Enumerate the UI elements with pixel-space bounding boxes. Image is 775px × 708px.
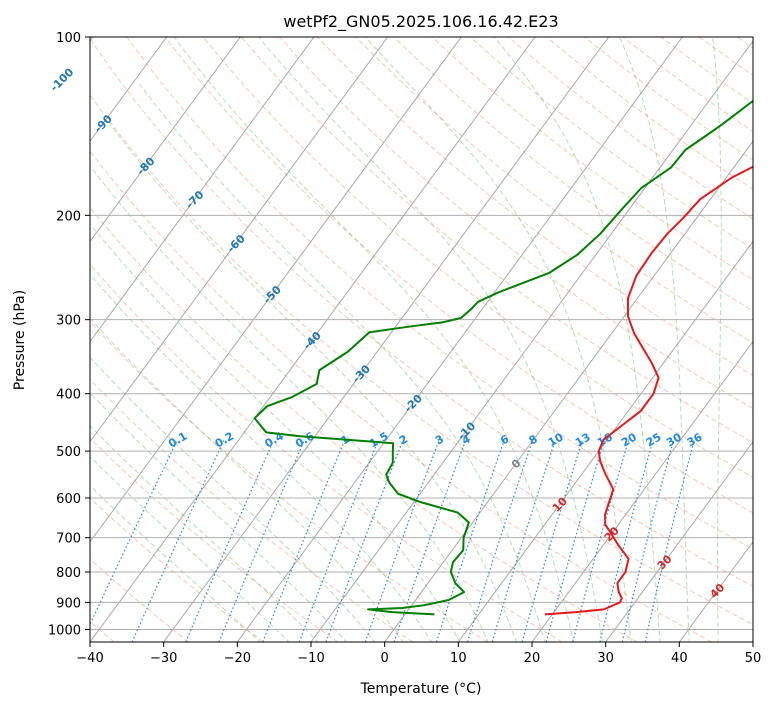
dry-adiabat bbox=[126, 37, 753, 550]
isotherm-line bbox=[605, 440, 753, 642]
y-axis: 100 200 300 400 500 600 700 800 900 1000 bbox=[48, 31, 90, 638]
x-tick-label: 0 bbox=[381, 651, 389, 666]
dry-adiabat bbox=[279, 37, 753, 410]
dry-adiabat bbox=[164, 37, 753, 514]
moist-adiabat bbox=[90, 165, 489, 642]
y-tick-label: 500 bbox=[56, 445, 81, 460]
x-tick-label: 20 bbox=[524, 651, 541, 666]
isotherm-line bbox=[163, 37, 610, 642]
plot-frame bbox=[89, 36, 754, 643]
isotherm-line bbox=[531, 340, 753, 642]
mixing-ratio-line bbox=[218, 440, 305, 642]
dry-adiabat bbox=[90, 558, 190, 642]
moist-adiabat bbox=[90, 356, 376, 642]
background-lines bbox=[90, 37, 753, 642]
x-tick-label: 10 bbox=[450, 651, 467, 666]
isotherm-line bbox=[310, 40, 753, 642]
x-tick-label: −20 bbox=[224, 651, 251, 666]
moist-adiabat bbox=[619, 37, 690, 642]
mixing-ratio-lines bbox=[90, 440, 695, 642]
y-tick-label: 100 bbox=[56, 31, 81, 46]
x-axis-title: Temperature (°C) bbox=[360, 681, 482, 697]
mixing-ratio-line bbox=[545, 440, 605, 642]
mixing-ratio-line bbox=[466, 440, 534, 642]
mixing-ratio-line bbox=[364, 440, 440, 642]
dry-adiabat bbox=[393, 37, 753, 312]
y-tick-label: 200 bbox=[56, 209, 81, 224]
moist-adiabat bbox=[90, 317, 404, 642]
y-tick-label: 800 bbox=[56, 566, 81, 581]
moist-adiabat bbox=[258, 37, 603, 642]
isotherm-line bbox=[90, 37, 168, 143]
mixing-ratio-line bbox=[572, 440, 630, 642]
profile-traces bbox=[253, 99, 753, 616]
dewpoint-trace bbox=[253, 99, 753, 616]
chart-title: wetPf2_GN05.2025.106.16.42.E23 bbox=[283, 12, 558, 32]
x-tick-label: 50 bbox=[745, 651, 762, 666]
moist-adiabat bbox=[90, 273, 432, 642]
isotherm-line bbox=[457, 240, 753, 642]
moist-adiabat bbox=[90, 425, 319, 642]
x-tick-label: 30 bbox=[597, 651, 614, 666]
y-axis-title: Pressure (hPa) bbox=[12, 290, 28, 390]
isotherm-line bbox=[90, 37, 241, 243]
moist-adiabat bbox=[90, 455, 290, 642]
moist-adiabat bbox=[493, 37, 661, 642]
dry-adiabat bbox=[317, 37, 753, 377]
mixing-ratio-line bbox=[185, 440, 275, 642]
moist-adiabat bbox=[712, 37, 722, 642]
x-tick-label: −10 bbox=[297, 651, 324, 666]
dry-adiabat bbox=[90, 150, 712, 642]
y-tick-label: 400 bbox=[56, 388, 81, 403]
dry-adiabat bbox=[90, 38, 753, 587]
isotherm-line bbox=[90, 37, 389, 443]
isotherm-line bbox=[90, 37, 315, 343]
isotherm-line bbox=[236, 37, 683, 642]
x-axis: −40 −30 −20 −10 0 10 20 30 40 50 bbox=[76, 642, 761, 666]
isotherm-line bbox=[90, 37, 536, 642]
x-tick-label: 40 bbox=[671, 651, 688, 666]
y-tick-label: 700 bbox=[56, 532, 81, 547]
moist-adiabat bbox=[364, 37, 632, 642]
dry-adiabat bbox=[90, 94, 753, 626]
mixing-ratio-line bbox=[131, 440, 225, 642]
x-tick-label: −40 bbox=[76, 651, 103, 666]
moist-adiabat bbox=[109, 123, 518, 642]
y-tick-label: 900 bbox=[56, 596, 81, 611]
moist-adiabat bbox=[90, 223, 461, 642]
temperature-trace bbox=[544, 165, 753, 616]
grid bbox=[90, 37, 753, 630]
y-tick-label: 1000 bbox=[48, 623, 81, 638]
mixing-ratio-line bbox=[521, 440, 583, 642]
dry-adiabat bbox=[90, 263, 563, 642]
isotherm-line bbox=[384, 140, 753, 642]
mixing-ratio-line bbox=[644, 440, 695, 642]
mixing-ratio-line bbox=[621, 440, 675, 642]
y-tick-label: 600 bbox=[56, 492, 81, 507]
y-tick-label: 300 bbox=[56, 314, 81, 329]
mixing-ratio-line bbox=[491, 440, 556, 642]
mixing-ratio-line bbox=[599, 440, 654, 642]
x-tick-label: −30 bbox=[150, 651, 177, 666]
mixing-ratio-line bbox=[393, 440, 467, 642]
moist-adiabat bbox=[173, 37, 575, 642]
